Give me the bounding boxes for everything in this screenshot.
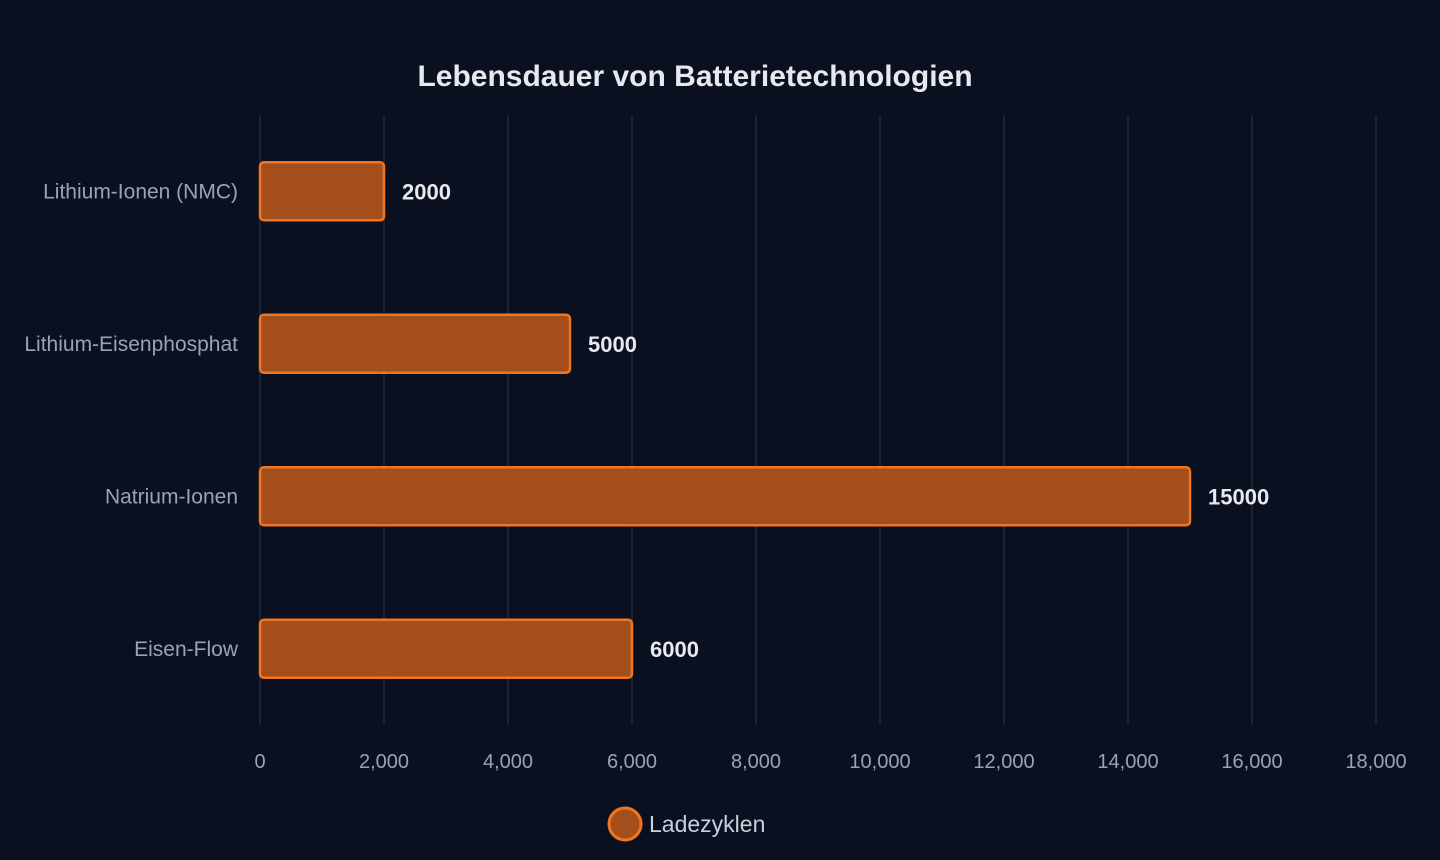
category-label: Eisen-Flow: [134, 638, 239, 661]
x-tick-label: 14,000: [1097, 751, 1158, 773]
value-label: 15000: [1208, 484, 1269, 509]
x-tick-label: 18,000: [1345, 751, 1406, 773]
x-tick-label: 8,000: [731, 751, 781, 773]
x-tick-label: 12,000: [973, 751, 1034, 773]
bar-lithium-ionen-nmc[interactable]: [258, 161, 386, 222]
bar-eisen-flow[interactable]: [258, 618, 634, 679]
chart-title: Lebensdauer von Batterietechnologien: [417, 60, 972, 93]
value-labels: 2000 5000 15000 6000: [402, 179, 1269, 662]
bars: [258, 161, 1192, 679]
bar-natrium-ionen[interactable]: [258, 466, 1192, 527]
x-tick-label: 2,000: [359, 751, 409, 773]
x-axis-tick-labels: 0 2,000 4,000 6,000 8,000 10,000 12,000 14,000 1…: [254, 751, 1406, 773]
category-label: Lithium-Ionen (NMC): [43, 180, 238, 203]
bar-lithium-eisenphosphat[interactable]: [258, 313, 572, 374]
legend-swatch-ladezyklen[interactable]: [607, 806, 643, 842]
category-label: Lithium-Eisenphosphat: [24, 333, 238, 356]
value-label: 2000: [402, 179, 451, 204]
x-tick-label: 16,000: [1221, 751, 1282, 773]
value-label: 6000: [650, 637, 699, 662]
legend[interactable]: Ladezyklen: [607, 806, 765, 842]
value-label: 5000: [588, 332, 637, 357]
x-tick-label: 0: [254, 751, 265, 773]
x-tick-label: 6,000: [607, 751, 657, 773]
legend-label-ladezyklen[interactable]: Ladezyklen: [649, 811, 765, 837]
x-tick-label: 10,000: [849, 751, 910, 773]
category-label: Natrium-Ionen: [105, 485, 238, 508]
category-labels: Lithium-Ionen (NMC) Lithium-Eisenphosphat…: [24, 180, 238, 661]
x-tick-label: 4,000: [483, 751, 533, 773]
